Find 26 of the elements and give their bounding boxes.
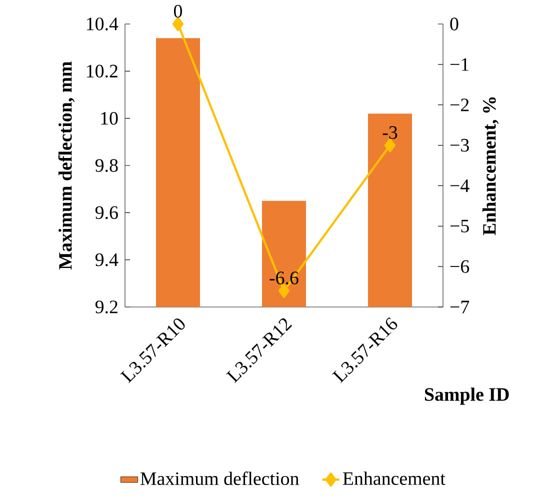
y-tick-label: 9.8 bbox=[95, 159, 118, 172]
y2-tick-label: −2 bbox=[450, 98, 469, 112]
y2-tick-label: −1 bbox=[450, 58, 469, 71]
y2-tick-label: −3 bbox=[450, 138, 469, 152]
y-axis-title: Maximum deflection, mm bbox=[58, 61, 75, 270]
data-label: -3 bbox=[382, 126, 398, 139]
data-label: -6.6 bbox=[270, 272, 298, 284]
point bbox=[172, 16, 184, 32]
legend-label: Maximum deflection bbox=[140, 472, 299, 486]
y2-tick-label: −4 bbox=[450, 179, 470, 192]
y2-axis-title: Enhancement, % bbox=[482, 97, 499, 236]
data-label: 0 bbox=[174, 4, 182, 18]
y-tick-label: 10 bbox=[101, 112, 118, 125]
y2-tick-label: 0 bbox=[450, 18, 458, 30]
y2-tick-label: −7 bbox=[450, 300, 470, 314]
point bbox=[384, 138, 396, 152]
x-axis-title: Sample ID bbox=[424, 388, 509, 405]
y2-tick-label: −5 bbox=[450, 220, 469, 232]
y-tick-label: 10.4 bbox=[87, 18, 118, 30]
y2-tick-label: −6 bbox=[450, 260, 470, 273]
y-tick-label: 9.2 bbox=[95, 300, 118, 314]
point bbox=[278, 284, 290, 298]
y-tick-label: 9.6 bbox=[95, 206, 118, 220]
legend-label: Enhancement bbox=[342, 472, 446, 485]
y-tick-label: 9.4 bbox=[95, 253, 118, 266]
y-tick-label: 10.2 bbox=[87, 64, 118, 78]
